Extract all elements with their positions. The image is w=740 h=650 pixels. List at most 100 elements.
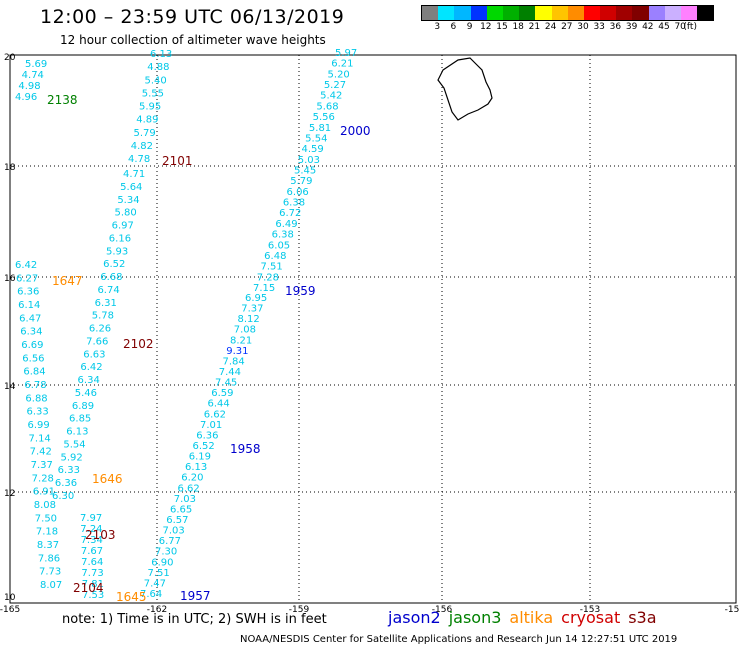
- wave-height-value: 7.03: [163, 526, 185, 537]
- wave-height-value: 7.53: [82, 590, 104, 601]
- wave-height-value: 5.46: [75, 388, 97, 399]
- legend-tick-label: 39: [625, 22, 638, 32]
- wave-height-value: 4.98: [18, 81, 40, 92]
- wave-height-value: 6.49: [275, 219, 297, 230]
- wave-height-value: 7.42: [30, 447, 52, 458]
- x-tick-label: -15: [725, 605, 740, 615]
- wave-height-value: 7.67: [81, 546, 103, 557]
- y-tick-label: 16: [4, 274, 16, 284]
- x-tick-label: -156: [432, 605, 453, 615]
- wave-height-value: 6.05: [268, 240, 290, 251]
- legend-swatch: [567, 6, 584, 20]
- wave-height-value: 5.78: [92, 311, 114, 322]
- wave-height-value: 6.38: [283, 198, 305, 209]
- wave-height-value: 6.14: [18, 300, 40, 311]
- wave-height-value: 4.71: [123, 169, 145, 180]
- wave-height-value: 7.37: [241, 304, 263, 315]
- legend-swatch: [454, 6, 471, 20]
- wave-height-value: 7.24: [80, 524, 102, 535]
- wave-height-value: 7.14: [29, 433, 51, 444]
- wave-height-value: 5.40: [145, 75, 167, 86]
- wave-height-value: 6.34: [20, 327, 42, 338]
- wave-height-value: 7.84: [223, 356, 245, 367]
- wave-height-value: 6.77: [159, 536, 181, 547]
- wave-height-value: 5.80: [114, 208, 136, 219]
- wave-height-value: 6.33: [58, 465, 80, 476]
- y-tick-label: 10: [4, 593, 16, 603]
- footnote: note: 1) Time is in UTC; 2) SWH is in fe…: [62, 612, 327, 627]
- wave-height-value: 7.47: [144, 578, 166, 589]
- legend-tick-label: 3: [434, 22, 441, 32]
- pass-time-label: 1645: [116, 590, 147, 604]
- x-tick-label: -159: [289, 605, 310, 615]
- legend-swatch: [551, 6, 568, 20]
- x-tick-label: -165: [0, 605, 20, 615]
- y-tick-label: 20: [4, 53, 16, 63]
- pass-time-label: 2104: [73, 581, 104, 595]
- wave-height-value: 5.56: [313, 112, 335, 123]
- wave-height-value: 8.07: [40, 580, 62, 591]
- wave-height-value: 6.20: [181, 473, 203, 484]
- wave-height-value: 6.78: [24, 380, 46, 391]
- wave-height-value: 5.34: [117, 195, 139, 206]
- wave-height-value: 5.97: [335, 48, 357, 59]
- legend-tick-label: 18: [512, 22, 524, 32]
- wave-height-value: 4.89: [136, 115, 158, 126]
- wave-height-value: 7.34: [81, 535, 103, 546]
- wave-height-value: 6.16: [109, 233, 131, 244]
- wave-height-value: 7.37: [31, 460, 53, 471]
- wave-height-value: 6.69: [21, 340, 43, 351]
- legend-tick-label: 24: [544, 22, 557, 32]
- legend-tick-label: 12: [480, 22, 492, 32]
- wave-height-value: 8.21: [230, 335, 252, 346]
- legend-tick-label: 30: [577, 22, 589, 32]
- wave-height-value: 6.19: [189, 452, 211, 463]
- wave-height-value: 6.52: [193, 441, 215, 452]
- wave-height-value: 6.57: [166, 515, 188, 526]
- legend-swatch: [681, 6, 698, 20]
- wave-height-value: 6.31: [95, 298, 117, 309]
- wave-height-value: 7.15: [253, 283, 275, 294]
- wave-height-value: 7.97: [80, 513, 102, 524]
- wave-height-value: 6.95: [245, 293, 267, 304]
- wave-height-value: 6.90: [151, 557, 173, 568]
- wave-height-value: 7.30: [155, 547, 177, 558]
- pass-time-label: 2103: [85, 528, 116, 542]
- wave-height-value: 5.79: [290, 176, 312, 187]
- wave-height-value: 7.64: [81, 557, 103, 568]
- wave-height-value: 6.13: [66, 427, 88, 438]
- wave-height-value: 4.74: [22, 70, 44, 81]
- wave-height-value: 7.73: [39, 567, 61, 578]
- wave-height-value: 8.12: [238, 314, 260, 325]
- legend-tick-label: 21: [528, 22, 541, 32]
- wave-height-value: 5.68: [316, 101, 338, 112]
- wave-height-value: 5.20: [328, 69, 350, 80]
- wave-height-value: 6.47: [19, 313, 41, 324]
- pass-time-label: 1646: [92, 472, 123, 486]
- wave-height-value: 6.63: [83, 349, 105, 360]
- wave-height-value: 7.50: [35, 513, 57, 524]
- wave-height-value: 6.42: [80, 362, 102, 373]
- wave-height-value: 6.85: [69, 414, 91, 425]
- satellite-label: jason3: [448, 608, 502, 627]
- wave-height-value: 6.52: [103, 259, 125, 270]
- satellite-label: altika: [509, 608, 554, 627]
- pass-time-label: 1647: [52, 274, 83, 288]
- wave-height-value: 4.96: [15, 92, 37, 103]
- wave-height-value: 8.37: [37, 540, 59, 551]
- wave-height-value: 7.28: [32, 473, 54, 484]
- satellite-legend: jason2 jason3 altika cryosat s3a: [388, 608, 665, 627]
- wave-height-value: 5.45: [294, 166, 316, 177]
- legend-swatch: [583, 6, 601, 20]
- wave-height-value: 5.55: [142, 88, 164, 99]
- legend-swatch: [502, 6, 520, 20]
- map-frame: [9, 54, 737, 604]
- wave-height-value: 6.33: [26, 407, 48, 418]
- legend-tick-label: 15: [496, 22, 508, 32]
- wave-height-value: 6.91: [33, 487, 55, 498]
- wave-height-value: 6.62: [178, 483, 200, 494]
- island-outline: [437, 57, 493, 121]
- wave-height-value: 6.74: [97, 285, 119, 296]
- wave-height-value: 7.01: [200, 420, 222, 431]
